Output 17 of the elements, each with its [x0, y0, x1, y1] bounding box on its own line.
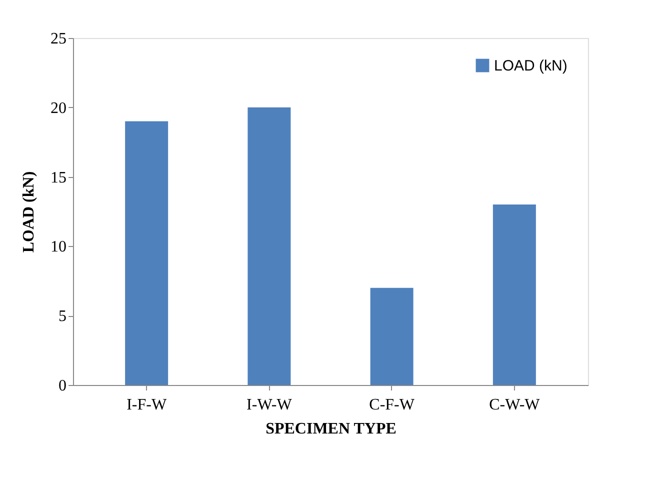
bar — [492, 204, 536, 385]
bar — [370, 288, 414, 385]
y-tick-label: 15 — [50, 169, 66, 186]
y-tick-label: 20 — [50, 100, 66, 117]
x-tick-label: I-F-W — [126, 396, 168, 414]
bar — [248, 107, 291, 385]
x-tick-label: I-W-W — [246, 396, 293, 414]
x-axis-title: SPECIMEN TYPE — [266, 420, 396, 438]
y-tick-label: 25 — [50, 30, 66, 48]
legend-label: LOAD (kN) — [494, 58, 568, 74]
x-tick-label: C-W-W — [489, 396, 541, 414]
bar — [125, 121, 168, 385]
y-tick-label: 5 — [58, 308, 66, 326]
y-tick-label: 10 — [50, 238, 66, 256]
x-tick-label: C-F-W — [369, 396, 416, 414]
y-axis-title: LOAD (kN) — [20, 171, 38, 253]
y-tick-label: 0 — [58, 378, 66, 394]
